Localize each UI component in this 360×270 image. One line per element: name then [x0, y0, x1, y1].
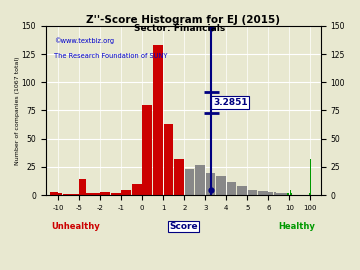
Bar — [226, 182, 237, 195]
Bar — [71, 194, 75, 195]
Text: Unhealthy: Unhealthy — [51, 222, 100, 231]
Bar — [310, 159, 311, 195]
Bar — [248, 190, 257, 195]
Bar — [271, 192, 274, 195]
Bar — [274, 192, 276, 195]
Bar — [309, 193, 310, 195]
Bar — [153, 45, 163, 195]
Bar — [100, 192, 111, 195]
Bar — [258, 191, 268, 195]
Bar — [174, 159, 184, 195]
Bar — [75, 194, 79, 195]
Bar — [58, 193, 62, 195]
Text: Sector: Financials: Sector: Financials — [134, 24, 226, 33]
Bar — [216, 176, 226, 195]
Bar — [63, 194, 67, 195]
Bar — [80, 179, 86, 195]
Text: ©www.textbiz.org: ©www.textbiz.org — [54, 38, 114, 44]
Bar — [268, 192, 271, 195]
Bar — [282, 193, 284, 195]
Bar — [143, 105, 153, 195]
Text: The Research Foundation of SUNY: The Research Foundation of SUNY — [54, 53, 167, 59]
Bar — [185, 169, 194, 195]
Bar — [284, 193, 287, 195]
Bar — [163, 124, 174, 195]
Text: 3.2851: 3.2851 — [213, 98, 248, 107]
Bar — [195, 165, 205, 195]
Text: Healthy: Healthy — [278, 222, 315, 231]
Bar — [279, 193, 281, 195]
Text: Score: Score — [169, 222, 198, 231]
Bar — [67, 194, 71, 195]
Bar — [276, 193, 279, 195]
Bar — [111, 193, 121, 195]
Bar — [132, 184, 142, 195]
Bar — [121, 190, 131, 195]
Bar — [86, 193, 93, 195]
Bar — [237, 186, 247, 195]
Bar — [206, 173, 216, 195]
Title: Z''-Score Histogram for EJ (2015): Z''-Score Histogram for EJ (2015) — [86, 15, 280, 25]
Bar — [50, 192, 58, 195]
Y-axis label: Number of companies (1067 total): Number of companies (1067 total) — [15, 56, 20, 165]
Bar — [93, 193, 100, 195]
Bar — [287, 193, 289, 195]
